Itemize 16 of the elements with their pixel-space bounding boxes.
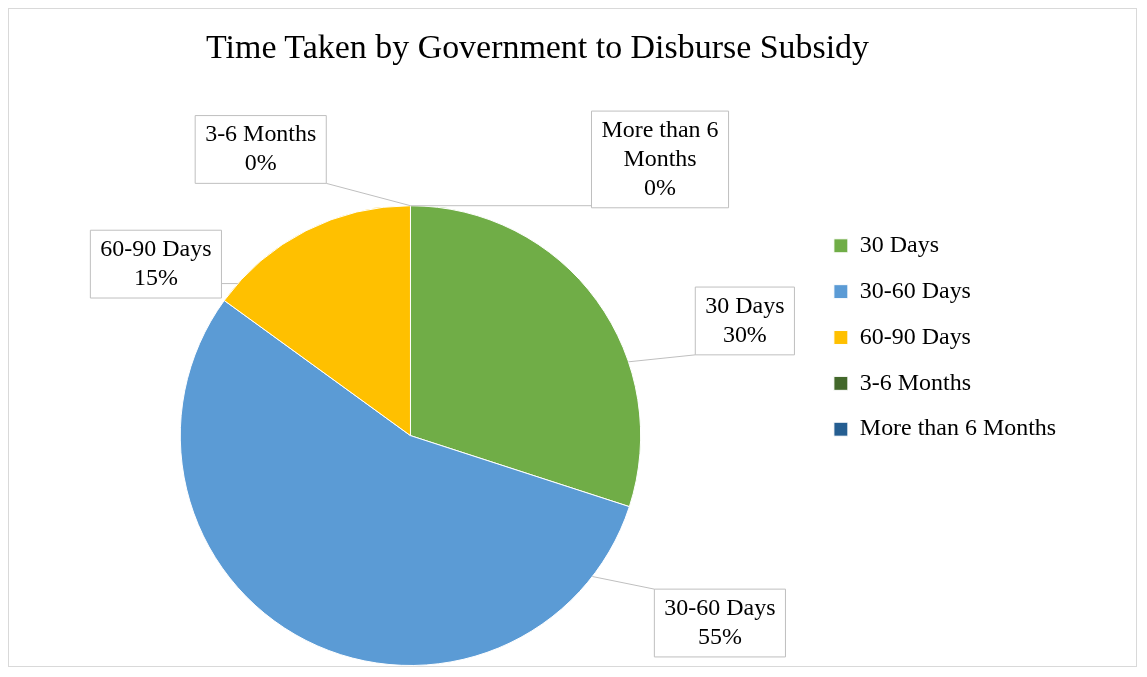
category-label: More than 6 Months [601,115,719,171]
legend-label: 3-6 Months [859,368,971,395]
legend-label: More than 6 Months [859,414,1057,441]
text: 0% [244,149,277,176]
chart-title: Time Taken by Government to Disburse Subsidy [206,28,870,66]
slice-label: 30-60 Days [664,593,776,620]
data-label: 15% [133,263,178,290]
data-label: 55% [697,622,742,649]
slice-label: 60-90 Days [100,234,212,261]
data-label: 30% [722,320,767,347]
legend-label: 30 Days [859,231,940,258]
text: 0% [644,173,676,200]
legend-label: 60-90 Days [859,322,971,349]
legend-label: 30-60 Days [859,276,971,303]
slice-label: 30 Days [705,291,785,318]
category-label: 3-6 Months [205,120,317,147]
